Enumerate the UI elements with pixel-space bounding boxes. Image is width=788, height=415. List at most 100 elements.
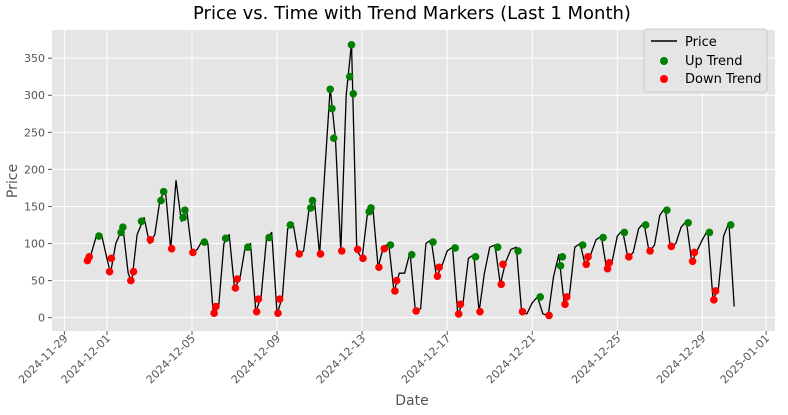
down-trend-point	[380, 244, 389, 253]
up-trend-point	[345, 72, 354, 81]
up-trend-point	[556, 261, 565, 270]
y-tick-label: 350	[24, 52, 45, 65]
x-tick-label: 2024-12-21	[484, 332, 538, 386]
y-tick-label: 200	[24, 163, 45, 176]
down-trend-point	[518, 307, 527, 316]
up-trend-point	[159, 187, 168, 196]
y-axis: 0 50 100 150 200 250 300 350	[24, 52, 52, 325]
down-trend-point	[167, 244, 176, 253]
up-trend-point	[705, 228, 714, 237]
up-trend-point	[328, 104, 336, 113]
down-trend-point	[688, 257, 697, 266]
y-tick-label: 150	[24, 200, 45, 213]
up-trend-point	[200, 238, 209, 246]
down-trend-point	[274, 309, 282, 318]
up-trend-point	[558, 253, 567, 261]
down-trend-point	[189, 248, 197, 257]
up-trend-point	[386, 241, 395, 249]
down-trend-point	[710, 296, 718, 304]
up-trend-point	[493, 243, 502, 252]
chart-title: Price vs. Time with Trend Markers (Last …	[193, 3, 631, 24]
up-trend-point	[244, 243, 252, 252]
x-tick-label: 2024-12-13	[314, 332, 368, 386]
up-trend-point	[620, 228, 629, 237]
up-trend-point	[137, 217, 146, 226]
up-trend-point	[407, 250, 416, 259]
down-trend-point	[146, 236, 155, 244]
down-trend-point	[391, 287, 399, 295]
up-trend-point	[578, 241, 587, 249]
up-trend-point	[181, 206, 189, 214]
legend-down-marker-icon	[660, 75, 668, 83]
up-trend-point	[326, 85, 335, 94]
up-trend-point	[95, 232, 103, 240]
grid	[52, 30, 775, 331]
down-trend-point	[295, 250, 304, 258]
down-trend-point	[392, 276, 401, 285]
down-trend-point	[625, 253, 633, 261]
down-trend-point	[359, 254, 367, 263]
down-trend-point	[252, 307, 261, 316]
legend-box	[643, 28, 768, 93]
x-tick-label: 2024-12-25	[569, 332, 623, 386]
down-trend-point	[711, 287, 720, 295]
y-tick-label: 250	[24, 126, 45, 139]
down-trend-point	[584, 253, 592, 261]
x-tick-label: 2024-12-29	[654, 332, 708, 386]
down-trend-point	[456, 300, 465, 309]
down-trend-point	[603, 264, 612, 273]
up-trend-point	[347, 41, 356, 49]
down-trend-point	[105, 267, 114, 276]
down-trend-point	[435, 263, 443, 272]
down-trend-point	[353, 245, 362, 254]
down-trend-point	[605, 258, 614, 267]
y-tick-label: 0	[38, 312, 45, 325]
down-trend-point	[497, 280, 506, 289]
down-trend-point	[275, 295, 284, 303]
down-trend-point	[233, 275, 241, 283]
down-trend-point	[499, 260, 507, 269]
x-axis-label: Date	[395, 393, 428, 409]
series-layer	[83, 41, 735, 320]
up-trend-point	[308, 196, 317, 205]
down-trend-point	[127, 276, 135, 285]
down-trend-point	[254, 295, 263, 303]
down-trend-point	[412, 307, 420, 315]
x-tick-label: 2024-12-05	[144, 332, 198, 386]
up-trend-point	[451, 244, 459, 252]
up-trend-point	[221, 234, 230, 243]
down-trend-point	[454, 310, 463, 318]
up-trend-point	[306, 204, 315, 212]
up-trend-point	[429, 238, 437, 246]
y-tick-label: 300	[24, 89, 45, 102]
up-trend-point	[367, 204, 375, 212]
up-trend-point	[179, 213, 187, 222]
legend-label-up-trend: Up Trend	[685, 54, 742, 69]
y-axis-label: Price	[5, 164, 21, 198]
up-trend-point	[265, 233, 273, 242]
down-trend-point	[129, 267, 138, 276]
down-trend-point	[582, 260, 591, 269]
down-trend-point	[476, 307, 484, 316]
x-tick-label: 2024-12-09	[229, 332, 283, 386]
down-trend-point	[690, 248, 699, 257]
down-trend-point	[212, 302, 220, 311]
up-trend-point	[119, 223, 127, 232]
up-trend-point	[726, 221, 735, 229]
down-trend-point	[337, 247, 346, 255]
up-trend-point	[349, 89, 358, 98]
up-trend-point	[599, 233, 607, 242]
down-trend-point	[316, 250, 325, 258]
legend: Price Up Trend Down Trend	[643, 28, 768, 93]
up-trend-point	[286, 221, 295, 229]
down-trend-point	[210, 309, 218, 318]
legend-label-price: Price	[685, 35, 717, 50]
down-trend-point	[646, 247, 654, 255]
legend-label-down-trend: Down Trend	[685, 72, 762, 87]
down-trend-point	[561, 300, 569, 309]
y-tick-label: 100	[24, 238, 45, 251]
legend-up-marker-icon	[660, 57, 668, 65]
x-tick-label: 2025-01-01	[718, 332, 772, 386]
down-trend-point	[107, 254, 116, 263]
